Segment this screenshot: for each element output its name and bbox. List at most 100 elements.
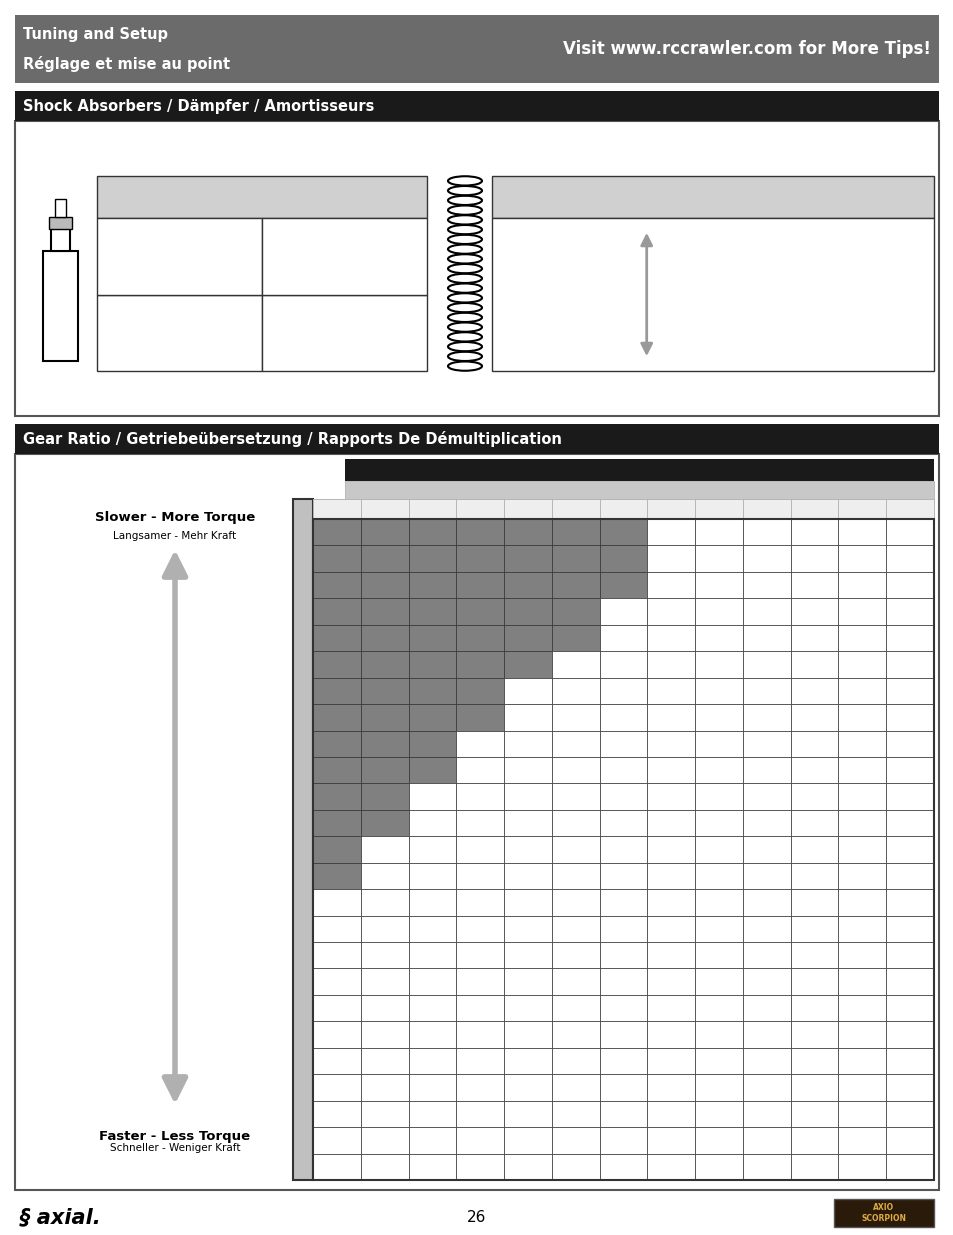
Bar: [790, 651, 838, 678]
Bar: [503, 810, 551, 836]
Bar: [599, 995, 647, 1021]
Bar: [647, 625, 695, 651]
Bar: [51, 228, 70, 251]
Bar: [551, 678, 599, 704]
Bar: [313, 1047, 360, 1074]
Bar: [599, 519, 647, 546]
Bar: [885, 704, 933, 731]
Bar: [408, 598, 456, 625]
Bar: [742, 651, 790, 678]
Bar: [695, 625, 742, 651]
Bar: [695, 995, 742, 1021]
Bar: [503, 757, 551, 783]
Bar: [833, 1199, 933, 1228]
Bar: [647, 942, 695, 968]
Bar: [551, 1074, 599, 1100]
Bar: [313, 915, 360, 942]
Bar: [551, 572, 599, 598]
Bar: [360, 915, 408, 942]
Bar: [790, 757, 838, 783]
Bar: [742, 731, 790, 757]
Bar: [790, 572, 838, 598]
Bar: [503, 968, 551, 995]
Bar: [647, 889, 695, 915]
Bar: [647, 519, 695, 546]
Bar: [408, 1047, 456, 1074]
Bar: [293, 499, 313, 1179]
Text: Gear Ratio / Getriebeübersetzung / Rapports De Démultiplication: Gear Ratio / Getriebeübersetzung / Rappo…: [23, 431, 561, 447]
Bar: [695, 863, 742, 889]
Bar: [647, 572, 695, 598]
Bar: [838, 1047, 885, 1074]
Bar: [456, 678, 503, 704]
Bar: [551, 968, 599, 995]
Bar: [408, 704, 456, 731]
Bar: [647, 731, 695, 757]
Bar: [503, 731, 551, 757]
Bar: [503, 499, 551, 519]
Bar: [551, 810, 599, 836]
Bar: [695, 572, 742, 598]
Bar: [695, 915, 742, 942]
Text: Shock Absorbers / Dämpfer / Amortisseurs: Shock Absorbers / Dämpfer / Amortisseurs: [23, 99, 374, 114]
Bar: [647, 1100, 695, 1128]
Bar: [313, 1021, 360, 1047]
Bar: [790, 1100, 838, 1128]
Bar: [695, 546, 742, 572]
Bar: [742, 572, 790, 598]
Bar: [551, 519, 599, 546]
Bar: [15, 121, 938, 416]
Bar: [742, 678, 790, 704]
Bar: [408, 1021, 456, 1047]
Text: Schneller - Weniger Kraft: Schneller - Weniger Kraft: [110, 1144, 240, 1153]
Bar: [885, 1021, 933, 1047]
Bar: [885, 889, 933, 915]
Bar: [885, 1153, 933, 1179]
Bar: [551, 915, 599, 942]
Bar: [55, 199, 66, 217]
Bar: [599, 836, 647, 863]
Bar: [742, 995, 790, 1021]
Bar: [742, 499, 790, 519]
Bar: [313, 810, 360, 836]
Bar: [695, 1100, 742, 1128]
Bar: [456, 889, 503, 915]
Bar: [360, 499, 408, 519]
Bar: [599, 704, 647, 731]
Bar: [695, 968, 742, 995]
Text: 26: 26: [467, 1209, 486, 1224]
Bar: [408, 863, 456, 889]
Bar: [360, 1128, 408, 1153]
Bar: [599, 757, 647, 783]
Bar: [408, 678, 456, 704]
Bar: [456, 995, 503, 1021]
Bar: [408, 651, 456, 678]
Bar: [838, 1128, 885, 1153]
Bar: [408, 1153, 456, 1179]
Bar: [456, 731, 503, 757]
Text: Réglage et mise au point: Réglage et mise au point: [23, 56, 230, 72]
Text: Tuning and Setup: Tuning and Setup: [23, 26, 168, 42]
Bar: [456, 625, 503, 651]
Bar: [790, 704, 838, 731]
Bar: [599, 651, 647, 678]
Bar: [360, 889, 408, 915]
Bar: [551, 546, 599, 572]
Bar: [790, 942, 838, 968]
Bar: [838, 678, 885, 704]
Bar: [456, 968, 503, 995]
Bar: [551, 863, 599, 889]
Bar: [647, 995, 695, 1021]
Bar: [345, 459, 933, 480]
Bar: [313, 499, 933, 519]
Bar: [313, 1100, 360, 1128]
Bar: [742, 942, 790, 968]
Bar: [695, 889, 742, 915]
Bar: [647, 810, 695, 836]
Bar: [885, 836, 933, 863]
Bar: [599, 598, 647, 625]
Bar: [15, 91, 938, 121]
Bar: [838, 651, 885, 678]
Bar: [313, 546, 360, 572]
Bar: [742, 625, 790, 651]
